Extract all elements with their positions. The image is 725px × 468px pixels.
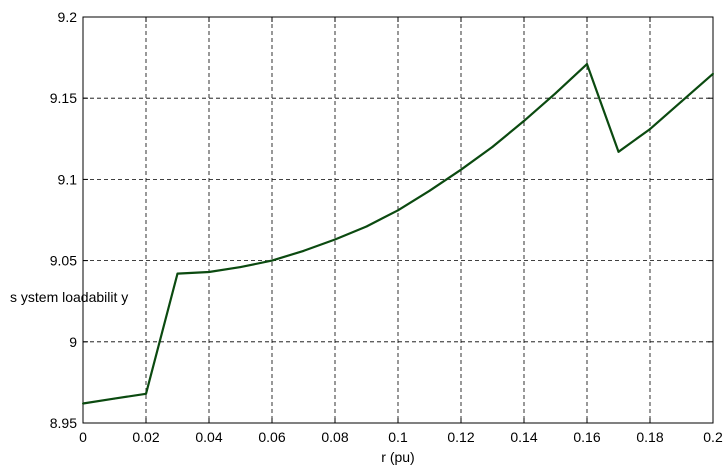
x-tick-label: 0.08: [321, 429, 348, 445]
data-point: [523, 119, 525, 122]
data-point: [397, 209, 399, 212]
x-tick-label: 0.2: [703, 429, 723, 445]
data-point: [176, 272, 179, 275]
data-point: [145, 392, 147, 395]
y-tick-label: 9: [69, 334, 77, 350]
data-point: [491, 145, 494, 148]
x-tick-label: 0.02: [132, 429, 159, 445]
y-tick-label: 8.95: [50, 415, 77, 431]
y-axis-label: s ystem loadabilit y: [10, 289, 128, 305]
data-point: [365, 225, 368, 228]
y-tick-label: 9.05: [50, 253, 77, 269]
data-point: [617, 150, 620, 153]
x-tick-label: 0.06: [258, 429, 285, 445]
data-point: [554, 92, 557, 95]
x-tick-label: 0.12: [447, 429, 474, 445]
x-tick-label: 0.18: [636, 429, 663, 445]
y-tick-labels: 8.95 9 9.05 9.1 9.15 9.2: [50, 9, 77, 431]
y-tick-label: 9.15: [50, 90, 77, 106]
data-point: [334, 238, 336, 241]
data-point: [82, 402, 84, 405]
data-point: [460, 168, 462, 171]
x-tick-labels: 0 0.02 0.04 0.06 0.08 0.1 0.12 0.14 0.16 0.18 0.2: [79, 429, 723, 445]
axis-ticks: [82, 16, 714, 424]
data-point: [239, 266, 242, 269]
x-axis-label: r (pu): [381, 449, 414, 465]
y-tick-label: 9.2: [58, 9, 78, 25]
x-tick-label: 0.04: [195, 429, 222, 445]
data-point: [428, 189, 431, 192]
data-point: [680, 100, 683, 103]
data-point: [649, 128, 651, 131]
x-tick-label: 0.16: [573, 429, 600, 445]
y-tick-label: 9.1: [58, 171, 78, 187]
data-point: [712, 72, 714, 75]
x-tick-label: 0: [79, 429, 87, 445]
data-point: [113, 397, 116, 400]
series-group: [82, 62, 714, 405]
x-tick-label: 0.1: [388, 429, 408, 445]
data-point: [586, 63, 588, 66]
x-tick-label: 0.14: [510, 429, 537, 445]
grid-lines: [83, 17, 713, 423]
data-point: [208, 270, 210, 273]
data-point: [302, 249, 305, 252]
data-point: [271, 259, 273, 262]
